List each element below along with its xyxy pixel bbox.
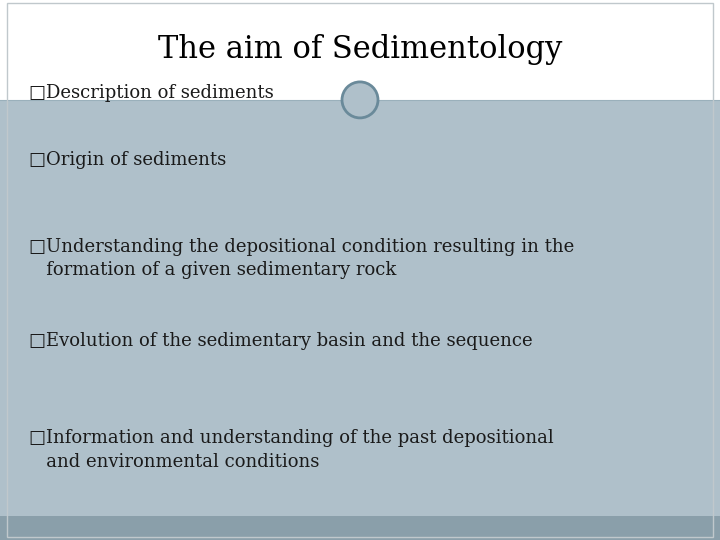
Text: □Origin of sediments: □Origin of sediments	[29, 151, 226, 169]
Text: □Information and understanding of the past depositional
   and environmental con: □Information and understanding of the pa…	[29, 429, 554, 471]
Text: □Description of sediments: □Description of sediments	[29, 84, 274, 102]
FancyBboxPatch shape	[0, 0, 720, 100]
Text: □Understanding the depositional condition resulting in the
   formation of a giv: □Understanding the depositional conditio…	[29, 238, 574, 279]
FancyBboxPatch shape	[0, 516, 720, 540]
Ellipse shape	[342, 82, 378, 118]
FancyBboxPatch shape	[0, 100, 720, 516]
Text: The aim of Sedimentology: The aim of Sedimentology	[158, 35, 562, 65]
Text: □Evolution of the sedimentary basin and the sequence: □Evolution of the sedimentary basin and …	[29, 332, 532, 350]
